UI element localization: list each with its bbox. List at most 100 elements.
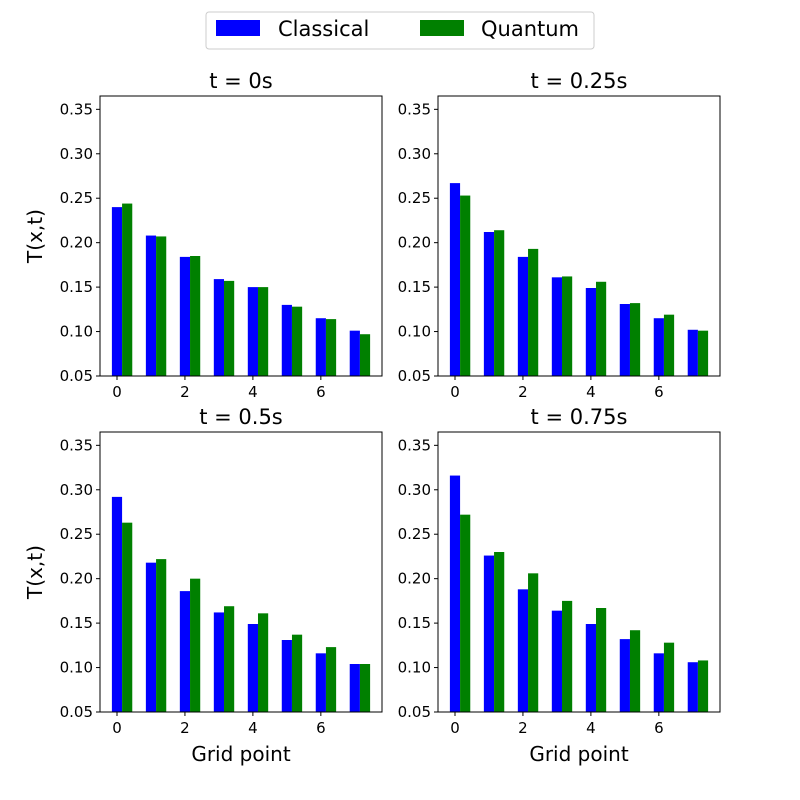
panel-title: t = 0.5s	[199, 405, 283, 429]
bar-classical	[281, 304, 292, 376]
x-tick-label: 2	[180, 383, 190, 401]
bar-classical	[281, 640, 292, 712]
bar-classical	[483, 232, 495, 376]
y-tick-label: 0.30	[398, 145, 431, 163]
bar-quantum	[156, 236, 167, 376]
bar-classical	[517, 589, 529, 712]
panel-t05: t = 0.5s T(x,t) Grid point 0.050.100.150…	[23, 405, 383, 766]
y-tick-label: 0.25	[398, 189, 431, 207]
legend-swatch-quantum	[420, 20, 464, 36]
x-axis-label: Grid point	[191, 742, 290, 766]
bar-quantum	[562, 600, 573, 712]
y-tick-label: 0.30	[398, 481, 431, 499]
bar-classical	[315, 318, 326, 376]
bar-quantum	[291, 634, 303, 712]
bar-classical	[247, 287, 258, 376]
bar-quantum	[460, 514, 471, 712]
bar-classical	[585, 624, 596, 712]
bar-classical	[653, 318, 664, 376]
y-tick-label: 0.20	[398, 570, 431, 588]
x-tick-label: 0	[450, 383, 460, 401]
bar-classical	[145, 562, 157, 712]
x-tick-label: 0	[450, 719, 460, 737]
y-tick-label: 0.05	[60, 703, 93, 721]
panel-title: t = 0.25s	[531, 69, 628, 93]
y-tick-label: 0.15	[60, 278, 93, 296]
x-tick-label: 2	[180, 719, 190, 737]
y-tick-label: 0.35	[398, 436, 431, 454]
bar-quantum	[663, 314, 675, 376]
bar-classical	[315, 653, 326, 712]
x-tick-label: 4	[248, 383, 258, 401]
bars	[449, 475, 709, 712]
plot-frame	[437, 95, 721, 377]
y-tick-label: 0.30	[60, 481, 93, 499]
bar-quantum	[190, 256, 201, 376]
plot-frame	[99, 95, 383, 377]
x-tick-label: 0	[112, 719, 122, 737]
bar-classical	[449, 475, 461, 712]
y-tick-label: 0.20	[398, 234, 431, 252]
bar-quantum	[359, 334, 371, 376]
bar-quantum	[156, 559, 167, 712]
y-tick-label: 0.35	[398, 100, 431, 118]
bar-quantum	[595, 281, 607, 376]
bar-classical	[111, 496, 123, 712]
y-ticks: 0.05 0.10 0.15 0.20 0.25 0.30 0.35	[398, 436, 438, 721]
bar-quantum	[595, 608, 607, 712]
bar-quantum	[460, 195, 471, 376]
bar-quantum	[494, 230, 505, 376]
y-tick-label: 0.20	[60, 570, 93, 588]
bar-quantum	[190, 578, 201, 712]
bar-quantum	[291, 306, 303, 376]
bar-quantum	[528, 573, 539, 712]
y-tick-label: 0.30	[60, 145, 93, 163]
bar-quantum	[257, 287, 269, 376]
y-axis-label: T(x,t)	[23, 209, 47, 264]
bar-quantum	[325, 319, 337, 376]
bar-classical	[653, 653, 664, 712]
y-tick-label: 0.10	[60, 659, 93, 677]
x-ticks: 0 2 4 6	[450, 712, 664, 737]
bar-classical	[213, 612, 225, 712]
bar-quantum	[325, 647, 337, 712]
x-tick-label: 6	[316, 719, 326, 737]
legend-label-quantum: Quantum	[481, 17, 579, 41]
y-tick-label: 0.10	[398, 659, 431, 677]
y-ticks: 0.05 0.10 0.15 0.20 0.25 0.30 0.35	[398, 100, 438, 385]
x-tick-label: 6	[654, 719, 664, 737]
bar-quantum	[122, 522, 133, 712]
y-tick-label: 0.05	[398, 367, 431, 385]
bar-quantum	[494, 552, 505, 712]
x-tick-label: 2	[518, 719, 528, 737]
bar-classical	[585, 288, 596, 376]
bar-classical	[449, 183, 461, 376]
y-tick-label: 0.35	[60, 100, 93, 118]
y-tick-label: 0.25	[60, 189, 93, 207]
bar-quantum	[663, 642, 675, 712]
panel-t075: t = 0.75s Grid point 0.05 0.10 0.15 0.20 0.2…	[398, 405, 721, 766]
bar-quantum	[697, 330, 709, 376]
y-tick-label: 0.15	[398, 278, 431, 296]
x-ticks: 0 2 4 6	[450, 376, 664, 401]
panel-t0: t = 0s T(x,t) 0.050.100.150.200.250.300.…	[23, 69, 383, 401]
bar-classical	[483, 555, 495, 712]
y-tick-label: 0.25	[398, 525, 431, 543]
bar-quantum	[224, 280, 235, 376]
legend-label-classical: Classical	[278, 17, 369, 41]
x-tick-label: 6	[654, 383, 664, 401]
y-tick-label: 0.10	[398, 323, 431, 341]
x-tick-label: 6	[316, 383, 326, 401]
x-tick-label: 2	[518, 383, 528, 401]
bar-classical	[687, 329, 698, 376]
bar-quantum	[528, 248, 539, 376]
y-tick-label: 0.10	[60, 323, 93, 341]
y-tick-label: 0.05	[60, 367, 93, 385]
legend-swatch-classical	[216, 20, 260, 36]
x-tick-label: 4	[586, 383, 596, 401]
bar-quantum	[122, 203, 133, 376]
y-ticks: 0.05 0.10 0.15 0.20 0.25 0.30 0.35	[60, 100, 100, 385]
bar-quantum	[629, 630, 641, 712]
y-tick-label: 0.25	[60, 525, 93, 543]
x-axis-label: Grid point	[529, 742, 628, 766]
